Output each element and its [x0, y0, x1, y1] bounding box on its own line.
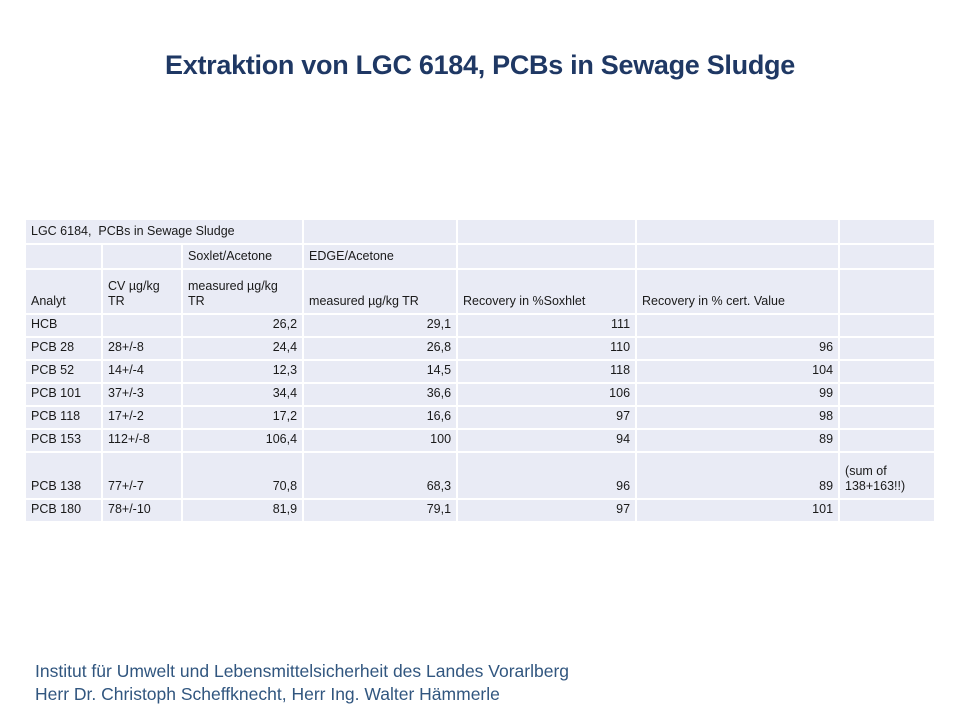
empty-cell: [838, 218, 937, 245]
table-row: PCB 28 28+/-8 24,4 26,8 110 96: [24, 336, 937, 361]
cell-recovery-cert: 89: [635, 428, 841, 453]
cell-measured-soxlet: 34,4: [180, 382, 305, 407]
slide-title: Extraktion von LGC 6184, PCBs in Sewage …: [165, 50, 795, 80]
cell-recovery-soxhlet: 106: [456, 382, 638, 407]
cell-recovery-soxhlet: 110: [456, 336, 638, 361]
method-edge-label: EDGE/Acetone: [302, 243, 459, 270]
cell-measured-soxlet: 70,8: [180, 451, 305, 500]
table-row: HCB 26,2 29,1 111: [24, 313, 937, 338]
cell-recovery-soxhlet: 111: [456, 313, 638, 338]
empty-cell: [838, 243, 937, 270]
column-header-measured-edge: measured µg/kg TR: [302, 268, 459, 315]
empty-cell: [456, 243, 638, 270]
cell-measured-edge: 16,6: [302, 405, 459, 430]
cell-note: [838, 336, 937, 361]
cell-recovery-cert: 96: [635, 336, 841, 361]
cell-measured-edge: 100: [302, 428, 459, 453]
cell-analyt: PCB 118: [24, 405, 103, 430]
cell-analyt: PCB 52: [24, 359, 103, 384]
cell-measured-soxlet: 24,4: [180, 336, 305, 361]
cell-measured-soxlet: 106,4: [180, 428, 305, 453]
cell-recovery-cert: 101: [635, 498, 841, 523]
cell-note: [838, 359, 937, 384]
footer-institute-line: Institut für Umwelt und Lebensmittelsich…: [35, 661, 570, 681]
cell-recovery-cert: 99: [635, 382, 841, 407]
cell-recovery-soxhlet: 97: [456, 498, 638, 523]
cell-note: [838, 313, 937, 338]
table-row: PCB 118 17+/-2 17,2 16,6 97 98: [24, 405, 937, 430]
column-header-analyt: Analyt: [24, 268, 103, 315]
cell-measured-soxlet: 81,9: [180, 498, 305, 523]
column-header-cv: CV µg/kg TR: [101, 268, 183, 315]
cell-cv: [101, 313, 183, 338]
table-caption-row: LGC 6184, PCBs in Sewage Sludge: [23, 218, 937, 245]
cell-cv: 78+/-10: [101, 498, 183, 523]
cell-measured-soxlet: 26,2: [180, 313, 305, 338]
cell-recovery-soxhlet: 94: [456, 428, 638, 453]
column-header-recovery-cert: Recovery in % cert. Value: [635, 268, 841, 315]
cell-measured-edge: 68,3: [302, 451, 459, 500]
cell-measured-edge: 79,1: [302, 498, 459, 523]
cell-recovery-soxhlet: 97: [456, 405, 638, 430]
cell-note: [838, 382, 937, 407]
cell-analyt: PCB 153: [24, 428, 103, 453]
method-soxlet-label: Soxlet/Acetone: [180, 243, 305, 270]
empty-cell: [456, 218, 638, 245]
table-row: PCB 138 77+/-7 70,8 68,3 96 89 (sum of 1…: [24, 451, 937, 500]
empty-cell: [635, 243, 841, 270]
cell-cv: 17+/-2: [101, 405, 183, 430]
table-header-row: Analyt CV µg/kg TR measured µg/kg TR mea…: [24, 268, 937, 315]
pcb-results-table: LGC 6184, PCBs in Sewage Sludge Soxlet/A…: [23, 218, 937, 523]
table-caption: LGC 6184, PCBs in Sewage Sludge: [23, 218, 305, 245]
cell-measured-soxlet: 12,3: [180, 359, 305, 384]
empty-cell: [302, 218, 459, 245]
table-row: PCB 180 78+/-10 81,9 79,1 97 101: [24, 498, 937, 523]
cell-note: (sum of 138+163!!): [838, 451, 937, 500]
cell-measured-edge: 14,5: [302, 359, 459, 384]
column-header-note: [838, 268, 937, 315]
cell-note: [838, 405, 937, 430]
cell-recovery-cert: 89: [635, 451, 841, 500]
table-row: PCB 52 14+/-4 12,3 14,5 118 104: [24, 359, 937, 384]
empty-cell: [24, 243, 103, 270]
cell-note: [838, 428, 937, 453]
cell-analyt: PCB 101: [24, 382, 103, 407]
cell-recovery-cert: 104: [635, 359, 841, 384]
cell-cv: 14+/-4: [101, 359, 183, 384]
cell-cv: 112+/-8: [101, 428, 183, 453]
column-header-measured-soxlet: measured µg/kg TR: [180, 268, 305, 315]
table-row: PCB 153 112+/-8 106,4 100 94 89: [24, 428, 937, 453]
cell-note: [838, 498, 937, 523]
cell-measured-edge: 36,6: [302, 382, 459, 407]
column-header-recovery-soxhlet: Recovery in %Soxhlet: [456, 268, 638, 315]
cell-recovery-soxhlet: 118: [456, 359, 638, 384]
cell-recovery-cert: [635, 313, 841, 338]
cell-analyt: PCB 180: [24, 498, 103, 523]
cell-analyt: PCB 28: [24, 336, 103, 361]
cell-cv: 77+/-7: [101, 451, 183, 500]
cell-cv: 28+/-8: [101, 336, 183, 361]
empty-cell: [101, 243, 183, 270]
cell-recovery-soxhlet: 96: [456, 451, 638, 500]
footer: Institut für Umwelt und Lebensmittelsich…: [35, 660, 569, 706]
footer-people-line: Herr Dr. Christoph Scheffknecht, Herr In…: [35, 684, 500, 704]
cell-analyt: PCB 138: [24, 451, 103, 500]
empty-cell: [635, 218, 841, 245]
cell-measured-soxlet: 17,2: [180, 405, 305, 430]
cell-measured-edge: 29,1: [302, 313, 459, 338]
cell-recovery-cert: 98: [635, 405, 841, 430]
table-method-row: Soxlet/Acetone EDGE/Acetone: [24, 243, 937, 270]
table-row: PCB 101 37+/-3 34,4 36,6 106 99: [24, 382, 937, 407]
cell-analyt: HCB: [24, 313, 103, 338]
table-body: LGC 6184, PCBs in Sewage Sludge Soxlet/A…: [23, 218, 937, 523]
cell-cv: 37+/-3: [101, 382, 183, 407]
cell-measured-edge: 26,8: [302, 336, 459, 361]
